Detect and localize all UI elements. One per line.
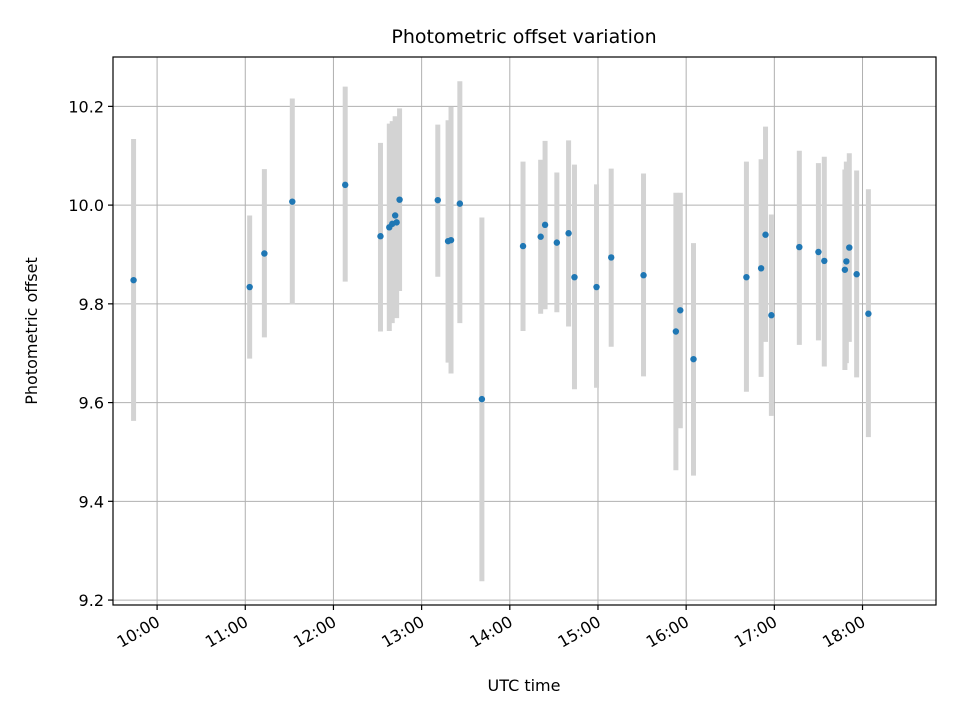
data-point — [690, 355, 697, 363]
data-point — [289, 198, 296, 205]
data-point — [571, 273, 578, 281]
data-point — [762, 231, 769, 238]
data-point — [796, 243, 803, 251]
data-point — [565, 230, 572, 237]
data-point — [377, 233, 384, 240]
data-point — [130, 276, 137, 284]
data-point — [393, 219, 400, 226]
data-point — [640, 272, 647, 279]
y-tick-label: 9.8 — [79, 295, 104, 314]
data-point — [743, 273, 750, 281]
y-tick-label: 10.0 — [68, 196, 104, 215]
data-point — [434, 196, 441, 204]
data-point — [261, 250, 268, 257]
data-point — [677, 307, 684, 314]
data-point — [853, 271, 860, 278]
data-point — [757, 265, 765, 272]
data-points — [130, 181, 872, 403]
y-axis: 9.2 9.4 9.6 9.8 10.0 10.2 — [68, 97, 113, 610]
data-point — [396, 196, 403, 203]
data-point — [821, 257, 828, 265]
data-point — [246, 283, 253, 291]
data-point — [456, 200, 464, 207]
chart-title: Photometric offset variation — [391, 26, 656, 48]
y-tick-label: 10.2 — [68, 97, 104, 116]
plot-frame — [112, 56, 937, 606]
data-point — [391, 212, 399, 219]
data-point — [846, 244, 853, 251]
data-point — [672, 328, 680, 335]
data-point — [478, 395, 486, 403]
data-point — [865, 310, 872, 317]
grid — [113, 57, 936, 605]
data-point — [519, 242, 527, 250]
data-point — [841, 266, 849, 273]
data-point — [608, 254, 615, 261]
data-point — [342, 181, 349, 189]
y-tick-label: 9.2 — [79, 591, 104, 610]
y-axis-label: Photometric offset — [22, 257, 41, 405]
data-point — [843, 258, 850, 265]
x-axis-label: UTC time — [488, 676, 561, 695]
data-point — [768, 312, 775, 319]
y-tick-label: 9.4 — [79, 492, 104, 511]
y-tick-label: 9.6 — [79, 394, 104, 413]
data-point — [815, 248, 822, 256]
data-point — [541, 221, 549, 229]
data-point — [537, 233, 544, 240]
data-point — [593, 283, 600, 291]
data-point — [447, 236, 455, 244]
data-point — [553, 239, 561, 246]
